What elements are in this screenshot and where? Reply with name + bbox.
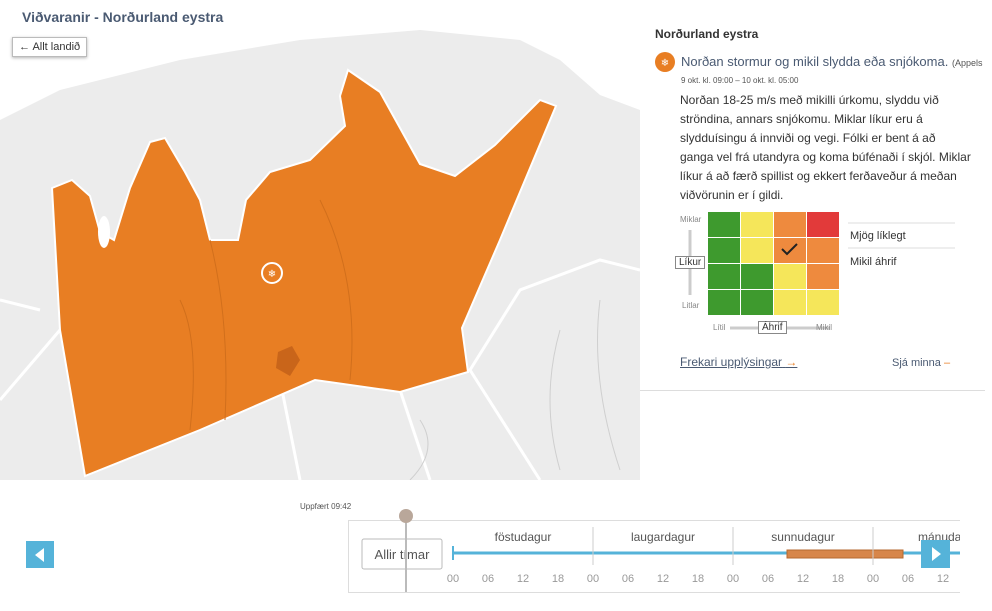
risk-matrix xyxy=(688,212,955,330)
matrix-cell xyxy=(741,238,773,263)
matrix-cell xyxy=(741,264,773,289)
hour-label: 00 xyxy=(867,573,879,585)
hour-label: 12 xyxy=(657,573,669,585)
warning-period xyxy=(786,549,904,559)
hour-label: 18 xyxy=(832,573,844,585)
matrix-cell xyxy=(741,212,773,237)
less-label: Sjá minna xyxy=(892,357,941,369)
warning-icon[interactable] xyxy=(261,262,283,284)
rivers xyxy=(409,299,621,480)
borders xyxy=(0,258,640,480)
matrix-cell xyxy=(807,290,839,315)
period: 9 okt. kl. 09:00 – 10 okt. kl. 05:00 xyxy=(681,76,799,85)
hour-label: 18 xyxy=(552,573,564,585)
warning-level: (Appels xyxy=(951,58,983,68)
day-label: föstudagur xyxy=(495,530,552,544)
warning-title-text: Norðan stormur og mikil slydda eða snjók… xyxy=(681,54,949,69)
map-lines xyxy=(179,199,353,431)
hour-label: 12 xyxy=(937,573,949,585)
matrix-cell xyxy=(708,212,740,237)
matrix-cell xyxy=(774,290,806,315)
more-label: Frekari upplýsingar xyxy=(680,355,783,369)
matrix-cell xyxy=(708,290,740,315)
y-high: Miklar xyxy=(680,215,702,224)
matrix-cell xyxy=(807,264,839,289)
warning-badge: ❄ xyxy=(655,52,675,72)
matrix-cell xyxy=(807,238,839,263)
region: Norðurland eystra xyxy=(655,27,759,41)
matrix-cell xyxy=(807,212,839,237)
sea xyxy=(0,0,640,120)
back-label: Allt landið xyxy=(32,41,81,53)
hour-label: 06 xyxy=(482,573,494,585)
hour-label: 00 xyxy=(587,573,599,585)
hour-label: 18 xyxy=(692,573,704,585)
matrix-cell xyxy=(741,290,773,315)
hour-label: 00 xyxy=(447,573,459,585)
all-times-button[interactable] xyxy=(361,538,443,570)
warning-panel: Norðurland eystra ❄ Norðan stormur og mi… xyxy=(640,0,985,391)
map: ❄ xyxy=(0,0,640,480)
x-low: Lítil xyxy=(713,323,726,332)
warning-area[interactable] xyxy=(50,68,558,478)
likelihood: Mjög líklegt xyxy=(850,230,906,242)
page-title: Viðvaranir - Norðurland eystra xyxy=(22,9,224,25)
matrix-cell xyxy=(708,264,740,289)
hour-label: 12 xyxy=(797,573,809,585)
x-label: Áhrif xyxy=(758,321,787,334)
warning-title: Norðan stormur og mikil slydda eða snjók… xyxy=(681,54,982,69)
svg-text:❄: ❄ xyxy=(661,58,669,69)
more-link[interactable]: Frekari upplýsingar → xyxy=(680,355,798,369)
icon-glyph: ❄ xyxy=(268,269,276,280)
timeline: Uppfært 09:42 Allir tímar föstudagur laug… xyxy=(26,502,960,593)
lake-region xyxy=(276,346,300,376)
y-label: Líkur xyxy=(675,256,706,269)
less-link[interactable]: Sjá minna – xyxy=(892,357,951,369)
updated: Uppfært 09:42 xyxy=(300,502,352,511)
hour-label: 06 xyxy=(762,573,774,585)
impact: Mikil áhrif xyxy=(850,256,897,268)
all-times-label: Allir tímar xyxy=(375,547,431,562)
hour-label: 12 xyxy=(517,573,529,585)
matrix-cell xyxy=(774,264,806,289)
slider-handle[interactable] xyxy=(399,509,413,523)
y-low: Litlar xyxy=(682,301,700,310)
lake xyxy=(98,216,110,248)
hour-label: 00 xyxy=(727,573,739,585)
matrix-cell xyxy=(708,238,740,263)
matrix-cell xyxy=(774,212,806,237)
back-button[interactable]: ← Allt landið xyxy=(12,37,88,57)
day-label: sunnudagur xyxy=(771,530,834,544)
description: Norðan 18-25 m/s með mikilli úrkomu, sly… xyxy=(680,93,971,202)
hour-label: 06 xyxy=(902,573,914,585)
hour-label: 06 xyxy=(622,573,634,585)
x-high: Mikil xyxy=(816,323,832,332)
day-label: laugardagur xyxy=(631,530,695,544)
